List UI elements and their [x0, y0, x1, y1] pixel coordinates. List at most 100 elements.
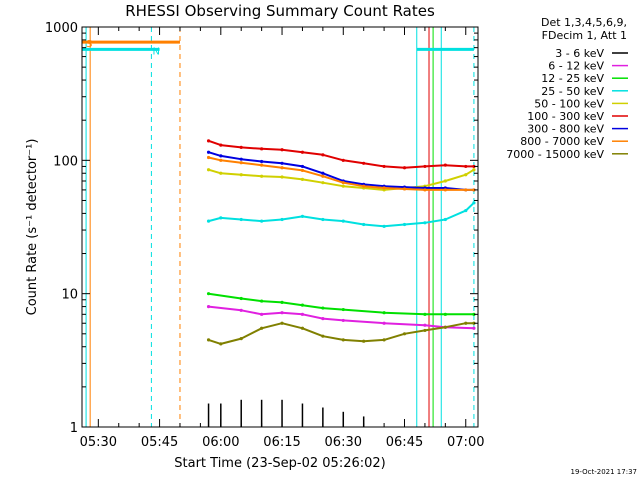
series-point	[443, 163, 447, 167]
series-point	[382, 164, 386, 169]
series-point	[472, 312, 476, 316]
series-point	[300, 312, 305, 316]
series-point	[443, 179, 447, 183]
series-point	[260, 299, 264, 303]
y-axis-label: Count Rate (s⁻¹ detector⁻¹)	[25, 139, 40, 316]
series-point	[239, 157, 243, 161]
series-point	[280, 175, 284, 179]
series-point	[239, 161, 243, 165]
series-point	[219, 158, 223, 162]
series-point	[260, 159, 264, 164]
series-point	[239, 173, 243, 177]
series-point	[300, 150, 305, 154]
series-point	[300, 168, 305, 173]
series-point	[321, 217, 325, 222]
series-point	[321, 181, 325, 185]
annotation-s: S	[86, 39, 92, 50]
y-tick-label: 100	[53, 154, 78, 169]
series-point	[280, 311, 284, 315]
series-point	[219, 143, 223, 147]
series-point	[341, 181, 345, 185]
series-point	[219, 216, 223, 220]
series-7	[206, 155, 476, 192]
series-point	[300, 164, 305, 169]
series-point	[239, 145, 243, 150]
series-point	[423, 328, 427, 333]
y-axis: 1 10 100 1000	[45, 21, 478, 436]
legend-label: 50 - 100 keV	[534, 97, 604, 110]
series-point	[206, 139, 211, 143]
series-point	[423, 323, 427, 327]
series-point	[280, 217, 284, 222]
series-point	[300, 326, 305, 330]
series-point	[362, 161, 366, 165]
series-8	[206, 321, 476, 346]
series-point	[206, 219, 211, 223]
legend-header-line-2: FDecim 1, Att 1	[542, 29, 627, 42]
series-point	[402, 222, 407, 227]
x-tick-label: 05:30	[80, 435, 117, 450]
x-tick-label: 06:00	[202, 435, 239, 450]
series-point	[260, 147, 264, 151]
series-point	[464, 188, 468, 192]
series-point	[239, 217, 243, 222]
series-point	[472, 168, 476, 172]
chart-title: RHESSI Observing Summary Count Rates	[125, 2, 435, 20]
series-point	[321, 334, 325, 338]
legend-label: 25 - 50 keV	[541, 85, 604, 98]
series-point	[260, 219, 264, 223]
series-point	[341, 307, 345, 312]
y-tick-label: 10	[61, 288, 78, 303]
series-point	[321, 306, 325, 310]
series-5	[206, 139, 476, 170]
series-point	[280, 148, 284, 152]
series-6	[206, 150, 476, 192]
series-point	[464, 164, 468, 169]
series-point	[472, 188, 476, 192]
series-point	[206, 338, 211, 342]
series-point	[443, 312, 447, 316]
series-point	[300, 303, 305, 307]
series-point	[239, 337, 243, 341]
legend-label: 12 - 25 keV	[541, 72, 604, 85]
series-point	[464, 173, 468, 177]
series-point	[300, 214, 305, 218]
series-point	[423, 312, 427, 316]
series-point	[472, 321, 476, 325]
series-point	[239, 308, 243, 312]
series-point	[206, 168, 211, 172]
series-point	[280, 161, 284, 165]
series-point	[382, 224, 386, 228]
x-tick-label: 06:15	[263, 435, 300, 450]
x-axis: 05:30 05:45 06:00 06:15 06:30 06:45 07:00	[80, 27, 484, 450]
series-point	[239, 296, 243, 301]
series-point	[206, 292, 211, 296]
series-2	[206, 292, 476, 316]
series-point	[341, 158, 345, 162]
series-point	[382, 321, 386, 325]
x-tick-label: 06:45	[386, 435, 423, 450]
series-point	[382, 311, 386, 315]
series-point	[260, 312, 264, 316]
series-point	[362, 184, 366, 188]
series-point	[443, 325, 447, 329]
series-point	[206, 150, 211, 154]
series-point	[443, 188, 447, 192]
series-point	[260, 174, 264, 178]
series-point	[423, 221, 427, 225]
x-tick-label: 07:00	[447, 435, 484, 450]
series-point	[219, 342, 223, 346]
series-point	[206, 304, 211, 309]
legend-label: 6 - 12 keV	[548, 60, 604, 73]
series-point	[472, 164, 476, 169]
x-tick-label: 06:30	[325, 435, 362, 450]
series-point	[443, 217, 447, 222]
series-point	[362, 222, 366, 227]
legend-label: 7000 - 15000 keV	[506, 148, 604, 161]
series-point	[402, 166, 407, 170]
annotation-n: N	[152, 46, 159, 57]
x-tick-label: 05:45	[141, 435, 178, 450]
